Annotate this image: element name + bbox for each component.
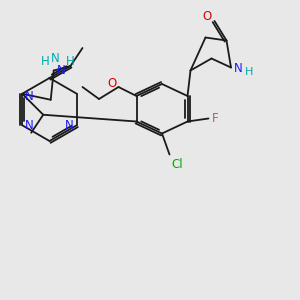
Text: H: H — [244, 67, 253, 77]
Text: N: N — [234, 62, 243, 76]
Text: N: N — [65, 119, 74, 132]
Text: H: H — [66, 55, 75, 68]
Text: O: O — [202, 10, 212, 23]
Text: F: F — [212, 112, 218, 125]
Text: N: N — [25, 119, 34, 132]
Text: O: O — [108, 77, 117, 91]
Text: Cl: Cl — [171, 158, 183, 170]
Text: N: N — [25, 90, 34, 103]
Text: N: N — [57, 64, 65, 77]
Text: N: N — [51, 52, 60, 65]
Text: H: H — [41, 55, 50, 68]
